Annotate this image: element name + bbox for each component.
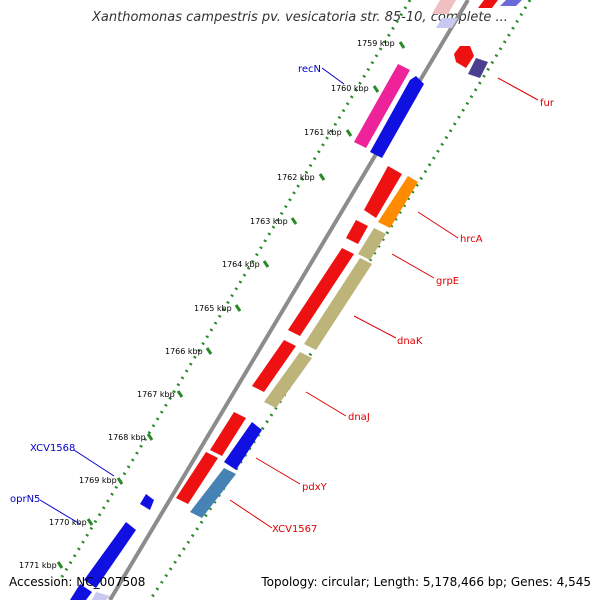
gene-bottom-faded[interactable]	[92, 592, 110, 600]
gene-dnaJ[interactable]	[264, 352, 312, 408]
label-recN[interactable]: recN	[298, 64, 321, 75]
leader-fur	[497, 77, 539, 101]
gene-grpE[interactable]	[358, 228, 386, 260]
gene-fur-upstream[interactable]	[454, 46, 474, 68]
gene-red-dnaK-partner[interactable]	[288, 248, 354, 336]
gene-red-upper[interactable]	[210, 412, 246, 456]
tick-label-1764: 1764 kbp	[222, 260, 260, 269]
label-hrcA[interactable]: hrcA	[460, 234, 483, 245]
tick-label-1759: 1759 kbp	[357, 39, 395, 48]
label-oprN5[interactable]: oprN5	[10, 494, 40, 505]
gene-pdxY[interactable]	[224, 422, 262, 470]
map-title: Xanthomonas campestris pv. vesicatoria s…	[92, 10, 508, 25]
gene-XCV1567[interactable]	[190, 468, 236, 518]
leader-pdxY	[255, 457, 301, 485]
leader-grpE	[391, 253, 435, 279]
label-XCV1568[interactable]: XCV1568	[30, 443, 75, 454]
label-XCV1567[interactable]: XCV1567	[272, 524, 317, 535]
label-grpE[interactable]: grpE	[436, 276, 459, 287]
gene-top-faded-2[interactable]	[436, 18, 458, 28]
gene-XCV1568[interactable]	[140, 494, 154, 510]
tick-label-1771: 1771 kbp	[19, 561, 57, 570]
leader-dnaJ	[305, 391, 347, 417]
genome-summary: Topology: circular; Length: 5,178,466 bp…	[261, 575, 591, 589]
tick-label-1762: 1762 kbp	[277, 173, 315, 182]
tick-label-1767: 1767 kbp	[137, 390, 175, 399]
gene-dnaK[interactable]	[304, 258, 372, 350]
tick-label-1766: 1766 kbp	[165, 347, 203, 356]
label-dnaK[interactable]: dnaK	[397, 336, 423, 347]
tick-label-1761: 1761 kbp	[304, 128, 342, 137]
leader-hrcA	[417, 211, 459, 239]
tick-marks	[56, 41, 406, 569]
inner-dotted-ring	[58, 0, 412, 581]
gene-hrcA[interactable]	[378, 176, 418, 228]
tick-label-1765: 1765 kbp	[194, 304, 232, 313]
gene-red-lower[interactable]	[176, 452, 218, 504]
leader-recN	[321, 67, 345, 85]
label-dnaJ[interactable]: dnaJ	[348, 412, 370, 423]
tick-label-1763: 1763 kbp	[250, 217, 288, 226]
gene-top-faded-1[interactable]	[432, 0, 456, 14]
gene-red-hrcA-partner[interactable]	[364, 166, 402, 218]
gene-red-dnaJ-partner[interactable]	[252, 340, 296, 392]
tick-label-1770: 1770 kbp	[49, 518, 87, 527]
tick-label-1769: 1769 kbp	[79, 476, 117, 485]
tick-label-1768: 1768 kbp	[108, 433, 146, 442]
gene-oprN5[interactable]	[84, 522, 136, 588]
gene-top-red[interactable]	[478, 0, 498, 8]
accession-label: Accession: NC_007508	[9, 575, 146, 589]
gene-recN[interactable]	[354, 64, 410, 148]
gene-bottom-blue[interactable]	[70, 584, 92, 600]
gene-top-blue[interactable]	[500, 0, 522, 6]
leader-oprN5	[39, 499, 81, 525]
leader-XCV1567	[229, 499, 273, 529]
tick-label-1760: 1760 kbp	[331, 84, 369, 93]
label-fur[interactable]: fur	[540, 98, 555, 109]
leader-dnaK	[353, 315, 397, 339]
gene-red-grpE-partner[interactable]	[346, 220, 368, 244]
gene-fur[interactable]	[468, 58, 488, 78]
gene-forward-blue-1[interactable]	[370, 76, 424, 158]
leader-XCV1568	[73, 449, 115, 477]
label-pdxY[interactable]: pdxY	[302, 482, 328, 493]
